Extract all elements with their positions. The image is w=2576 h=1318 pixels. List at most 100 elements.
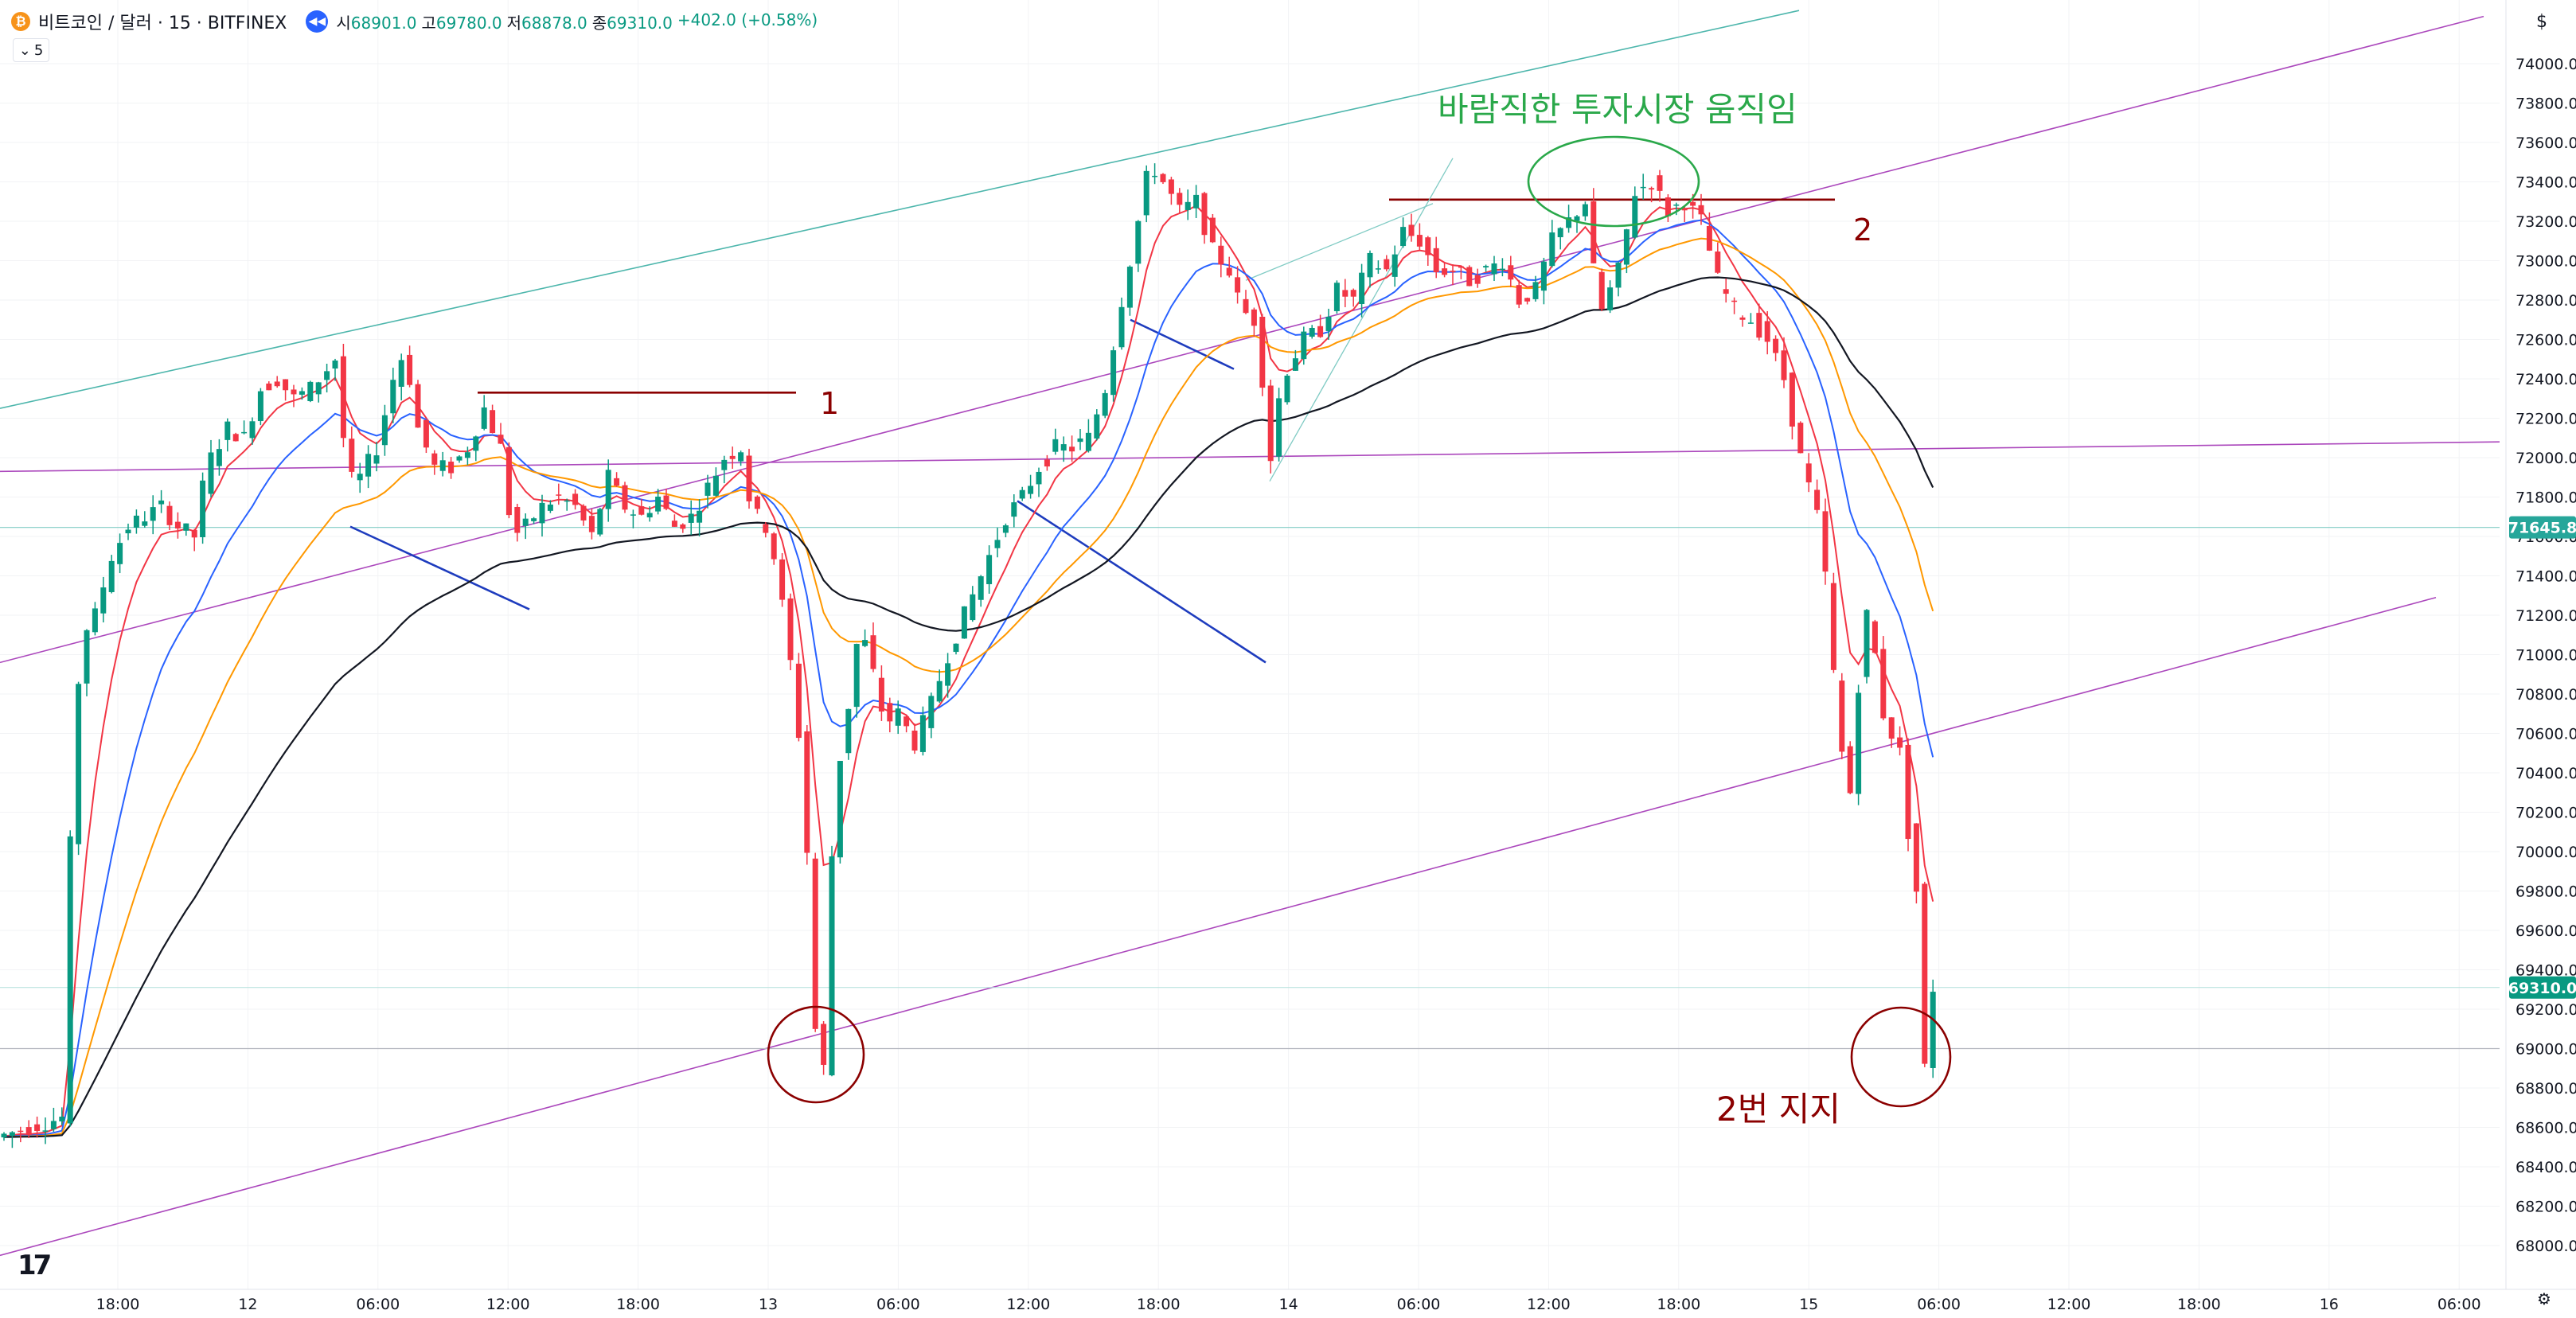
candle-body <box>1872 621 1878 653</box>
time-axis[interactable]: 18:00 12 06:00 12:00 18:00 13 06:00 12:00 18:00 1… <box>0 1289 2576 1313</box>
candle-body <box>67 836 73 1124</box>
candle-body <box>1259 316 1266 388</box>
candle-body <box>522 518 529 526</box>
candle-body <box>1102 392 1108 416</box>
gear-icon[interactable]: ⚙ <box>2537 1289 2551 1308</box>
symbol-header: ₿ 비트코인 / 달러 · 15 · BITFINEX ◀◀ 시68901.0 … <box>11 8 818 35</box>
y-tick-label: 73600.0 <box>2516 135 2576 152</box>
y-tick-label: 70800.0 <box>2516 686 2576 704</box>
candle-body <box>390 380 396 414</box>
price-axis[interactable]: 68000.0 68200.0 68400.0 68600.0 68800.0 69000… <box>2505 0 2576 1289</box>
candle-body <box>142 521 148 526</box>
moving-average-lines <box>3 205 1934 1138</box>
candle-body <box>307 381 314 401</box>
x-tick-label: 12 <box>238 1296 257 1313</box>
candle-body <box>1474 275 1481 284</box>
candle-body <box>953 643 959 653</box>
candle-body <box>1549 232 1555 267</box>
candle-body <box>630 514 636 516</box>
candle-body <box>439 460 446 471</box>
candle-body <box>200 480 206 537</box>
candle-body <box>945 663 951 686</box>
channel-mid-line <box>0 15 2484 664</box>
candle-body <box>224 421 231 440</box>
candle-body <box>365 454 372 477</box>
candle-body <box>1251 309 1257 326</box>
candle-body <box>564 500 570 502</box>
candle-body <box>1450 271 1456 272</box>
candle-body <box>878 677 884 712</box>
candle-body <box>1524 298 1531 302</box>
candle-body <box>1483 266 1489 268</box>
candle-body <box>994 540 1001 548</box>
y-tick-label: 68400.0 <box>2516 1159 2576 1176</box>
candle-body <box>1036 471 1042 485</box>
x-tick-label: 12:00 <box>1527 1296 1571 1313</box>
candle-body <box>804 731 810 853</box>
candle-body <box>862 640 868 646</box>
candle-body <box>1632 196 1638 238</box>
interval-toggle-button[interactable]: ⌄ 5 <box>13 38 49 62</box>
candle-body <box>1309 327 1315 337</box>
chevron-down-icon: ⌄ <box>18 41 31 59</box>
candle-body <box>1333 283 1340 311</box>
candle-body <box>1019 489 1025 499</box>
candle-body <box>18 1130 24 1133</box>
y-tick-label: 69200.0 <box>2516 1001 2576 1019</box>
candle-body <box>1657 175 1663 191</box>
ema-mid-line <box>3 219 1934 1138</box>
candle-body <box>680 524 686 529</box>
candle-body <box>1118 306 1125 348</box>
candle-body <box>498 435 504 444</box>
pullback-line-3 <box>1017 500 1267 664</box>
candle-body <box>1077 438 1083 443</box>
pullback-line-2 <box>1130 318 1235 370</box>
x-tick-label: 18:00 <box>2177 1296 2221 1313</box>
candle-body <box>1590 201 1597 263</box>
candle-body <box>1756 313 1762 338</box>
candle-body <box>1830 583 1836 670</box>
candle-body <box>614 478 620 486</box>
candle-body <box>845 708 852 754</box>
candle-body <box>663 495 669 509</box>
y-tick-label: 70400.0 <box>2516 765 2576 782</box>
rising-channel-line-2 <box>1245 203 1434 281</box>
candle-body <box>25 1127 32 1135</box>
candle-body <box>704 482 711 496</box>
candle-body <box>84 630 90 684</box>
candle-body <box>978 576 984 600</box>
candle-body <box>721 459 728 470</box>
low-value: 68878.0 <box>521 13 587 33</box>
candle-body <box>59 1117 65 1122</box>
x-tick-label: 18:00 <box>616 1296 660 1313</box>
y-tick-label: 73800.0 <box>2516 96 2576 113</box>
y-tick-label: 72200.0 <box>2516 411 2576 428</box>
close-value: 69310.0 <box>607 13 673 33</box>
candle-body <box>729 455 736 459</box>
symbol-name[interactable]: 비트코인 / 달러 · 15 · BITFINEX <box>38 14 287 33</box>
x-tick-label: 06:00 <box>2437 1296 2481 1313</box>
candle-body <box>1384 259 1390 270</box>
candle-body <box>1425 237 1431 255</box>
candle-body <box>1168 179 1174 194</box>
candle-body <box>1557 228 1563 238</box>
x-tick-label: 06:00 <box>876 1296 920 1313</box>
y-tick-label: 70000.0 <box>2516 844 2576 861</box>
candle-body <box>1582 204 1588 216</box>
candle-body <box>1706 225 1712 251</box>
candle-body <box>1126 267 1133 308</box>
replay-icon[interactable]: ◀◀ <box>306 10 329 33</box>
candle-body <box>754 496 760 509</box>
candle-body <box>1069 446 1075 452</box>
green-ellipse <box>1527 135 1700 228</box>
tradingview-logo-icon[interactable]: 17 <box>18 1250 52 1281</box>
candle-body <box>1607 287 1614 310</box>
open-value: 68901.0 <box>350 13 417 33</box>
candle-body <box>1028 485 1034 494</box>
candle-body <box>373 455 380 464</box>
candle-body <box>266 383 272 391</box>
candle-body <box>1864 610 1870 677</box>
candle-body <box>1739 317 1746 320</box>
currency-icon[interactable]: $ <box>2536 11 2547 32</box>
